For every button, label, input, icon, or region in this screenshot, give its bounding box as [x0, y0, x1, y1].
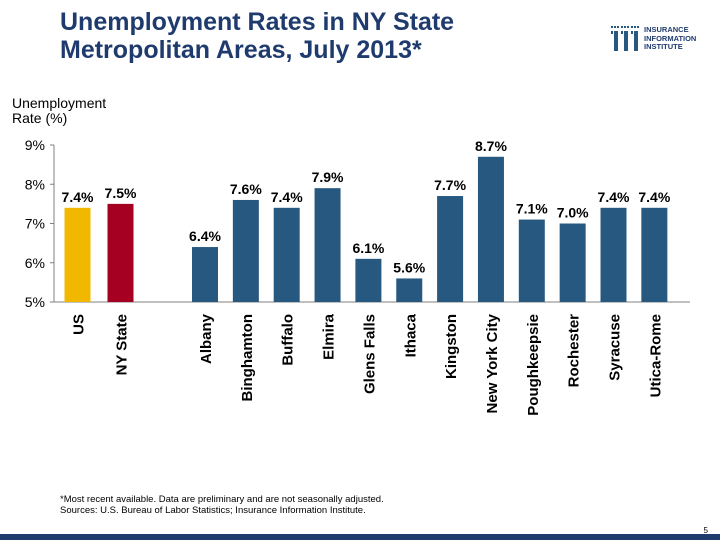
iii-logo-mark-icon — [611, 26, 639, 51]
data-label-utica-rome: 7.4% — [638, 189, 670, 205]
category-label-rochester: Rochester — [566, 314, 583, 388]
bar-new-york-city — [477, 156, 504, 302]
category-label-binghamton: Binghamton — [239, 314, 256, 402]
y-tick-label: 8% — [25, 176, 45, 192]
unemployment-bar-chart: 5% 6% 7% 8% 9% 7.4% 7.5% 6.4% 7.6% 7.4% 7.9% 6.1% 5… — [25, 137, 690, 416]
data-label-ny-state: 7.5% — [105, 185, 137, 201]
y-tick-label: 9% — [25, 137, 45, 153]
iii-logo-wordmark: INSURANCE INFORMATION INSTITUTE — [644, 25, 697, 52]
category-label-ithaca: Ithaca — [402, 313, 419, 357]
bar-us — [64, 207, 91, 302]
bar-rochester — [559, 223, 586, 302]
iii-logo: INSURANCE INFORMATION INSTITUTE — [610, 24, 710, 58]
bottom-rule — [0, 534, 720, 540]
data-label-elmira: 7.9% — [312, 169, 344, 185]
category-label-us: US — [71, 314, 88, 335]
y-axis-title-line-2: Rate (%) — [12, 110, 68, 126]
bar-ithaca — [396, 278, 423, 302]
data-label-syracuse: 7.4% — [598, 189, 630, 205]
data-label-buffalo: 7.4% — [271, 189, 303, 205]
data-label-new-york-city: 8.7% — [475, 138, 507, 154]
title-line-2: Metropolitan Areas, July 2013* — [60, 36, 422, 64]
bar-ny-state — [107, 203, 134, 302]
footnote-line-1: *Most recent available. Data are prelimi… — [60, 494, 384, 505]
data-label-ithaca: 5.6% — [393, 259, 425, 275]
logo-line-3: INSTITUTE — [644, 42, 683, 51]
category-label-new-york-city: New York City — [484, 313, 501, 413]
logo-line-2: INFORMATION — [644, 33, 697, 43]
data-label-kingston: 7.7% — [434, 177, 466, 193]
y-tick-label: 7% — [25, 216, 45, 232]
data-label-albany: 6.4% — [189, 228, 221, 244]
bar-utica-rome — [641, 207, 668, 302]
category-label-albany: Albany — [198, 313, 215, 364]
page-number: 5 — [703, 526, 708, 535]
data-label-glens-falls: 6.1% — [352, 240, 384, 256]
category-label-buffalo: Buffalo — [280, 314, 297, 366]
y-tick-label: 6% — [25, 255, 45, 271]
category-label-poughkeepsie: Poughkeepsie — [525, 314, 542, 416]
bar-albany — [192, 247, 218, 302]
data-label-poughkeepsie: 7.1% — [516, 201, 548, 217]
category-label-utica-rome: Utica-Rome — [647, 314, 664, 397]
data-label-us: 7.4% — [62, 189, 94, 205]
category-label-kingston: Kingston — [443, 314, 460, 379]
category-label-elmira: Elmira — [321, 313, 338, 360]
category-label-syracuse: Syracuse — [607, 314, 624, 381]
data-label-binghamton: 7.6% — [230, 181, 262, 197]
slide-title: Unemployment Rates in NY State Metropoli… — [60, 8, 540, 64]
category-label-glens-falls: Glens Falls — [361, 314, 378, 394]
bar-glens-falls — [355, 258, 382, 302]
y-axis-title-line-1: Unemployment — [12, 95, 107, 111]
logo-line-1: INSURANCE — [644, 25, 689, 34]
footnote: *Most recent available. Data are prelimi… — [60, 494, 384, 516]
bar-elmira — [314, 188, 341, 302]
bar-buffalo — [273, 207, 300, 302]
data-label-rochester: 7.0% — [557, 205, 589, 221]
bar-poughkeepsie — [518, 219, 545, 302]
title-line-1: Unemployment Rates in NY State — [60, 8, 455, 36]
footnote-line-2: Sources: U.S. Bureau of Labor Statistics… — [60, 505, 366, 516]
y-axis-title: Unemployment Rate (%) — [12, 96, 106, 126]
bar-binghamton — [232, 199, 259, 302]
category-label-ny-state: NY State — [114, 314, 131, 375]
y-tick-label: 5% — [25, 294, 45, 310]
bar-syracuse — [600, 207, 627, 302]
bar-kingston — [437, 196, 464, 302]
